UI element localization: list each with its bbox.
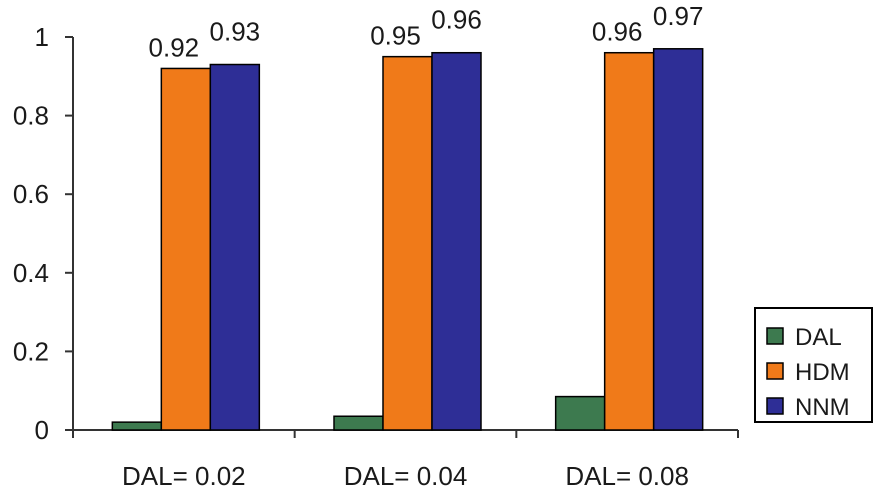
bar-dal bbox=[333, 415, 384, 431]
legend-swatch-dal bbox=[766, 327, 784, 345]
data-label: 0.93 bbox=[210, 17, 261, 47]
x-axis: DAL= 0.02 DAL= 0.04 DAL= 0.08 bbox=[72, 429, 739, 491]
y-tick-label: 0.6 bbox=[13, 179, 49, 209]
legend-label-hdm: HDM bbox=[795, 359, 850, 386]
legend-swatch-hdm bbox=[766, 362, 784, 380]
y-tick-label: 1 bbox=[35, 22, 49, 52]
bar-dal bbox=[554, 395, 606, 431]
y-tick-label: 0.2 bbox=[13, 336, 49, 366]
x-category-label: DAL= 0.04 bbox=[344, 461, 468, 491]
y-axis: 0 0.2 0.4 0.6 0.8 1 bbox=[13, 22, 74, 445]
bars bbox=[111, 48, 704, 431]
y-tick-label: 0.4 bbox=[13, 258, 49, 288]
y-tick-label: 0.8 bbox=[13, 101, 49, 131]
bar-hdm bbox=[603, 51, 655, 431]
legend-label-dal: DAL bbox=[795, 324, 842, 351]
legend-swatch-nnm bbox=[766, 397, 784, 415]
legend-label-nnm: NNM bbox=[795, 394, 850, 421]
x-category-label: DAL= 0.08 bbox=[565, 461, 689, 491]
bar-hdm bbox=[382, 55, 433, 431]
x-category-label: DAL= 0.02 bbox=[122, 461, 246, 491]
data-label: 0.96 bbox=[592, 17, 643, 47]
bar-hdm bbox=[160, 67, 212, 431]
bar-nnm bbox=[431, 51, 482, 431]
legend: DAL HDM NNM bbox=[754, 307, 873, 423]
bar-dal bbox=[111, 421, 163, 431]
y-tick-label: 0 bbox=[35, 415, 49, 445]
data-labels: 0.92 0.93 0.95 0.96 0.96 0.97 bbox=[149, 1, 704, 63]
data-label: 0.92 bbox=[149, 32, 200, 62]
bar-nnm bbox=[209, 63, 261, 431]
bar-nnm bbox=[652, 48, 704, 431]
data-label: 0.96 bbox=[431, 5, 482, 35]
data-label: 0.97 bbox=[653, 1, 704, 31]
data-label: 0.95 bbox=[370, 21, 421, 51]
